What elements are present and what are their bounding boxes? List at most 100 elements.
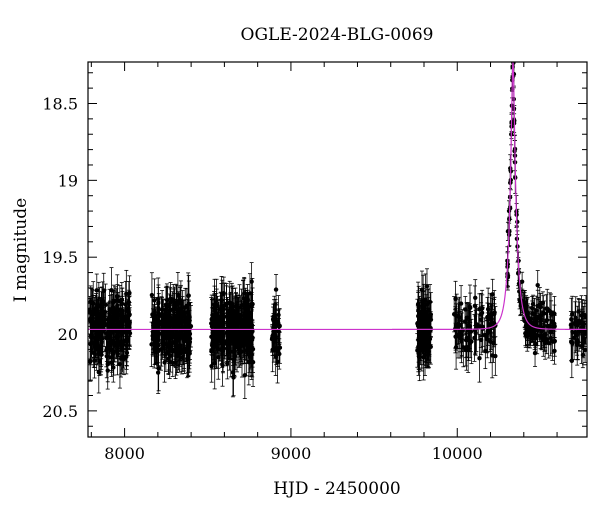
data-point [227, 328, 232, 333]
data-point [161, 329, 166, 334]
data-point [164, 297, 170, 303]
data-point [231, 357, 237, 363]
data-point [99, 340, 104, 345]
data-point [459, 332, 464, 338]
data-point [249, 279, 254, 284]
y-axis-label: I magnitude [11, 198, 31, 302]
data-point [110, 351, 116, 356]
data-point [478, 317, 484, 322]
data-point [174, 350, 179, 355]
data-point [109, 288, 114, 293]
data-point [466, 338, 471, 343]
data-point [535, 303, 540, 309]
data-point [150, 336, 156, 342]
data-point [186, 301, 192, 306]
data-point [485, 328, 491, 333]
data-point [166, 349, 171, 355]
data-point [100, 298, 105, 304]
y-tick-label: 19.5 [42, 248, 78, 267]
data-point [579, 313, 584, 318]
data-point [101, 313, 106, 318]
data-point [109, 355, 114, 360]
data-point [180, 310, 186, 315]
data-point [538, 318, 543, 323]
data-point [121, 329, 127, 334]
data-point [478, 337, 484, 343]
data-point [491, 340, 496, 345]
data-point [98, 334, 104, 339]
data-point [479, 312, 484, 317]
data-point [237, 350, 243, 355]
data-point [245, 297, 250, 302]
data-point [474, 322, 479, 327]
data-point [95, 315, 101, 320]
data-point [458, 301, 464, 306]
data-point [160, 340, 165, 346]
data-point [163, 321, 169, 326]
data-point [538, 313, 544, 319]
data-point [171, 320, 176, 326]
data-point [490, 311, 495, 317]
data-point [118, 313, 123, 318]
data-point [124, 346, 129, 352]
data-point [542, 332, 548, 337]
data-point [107, 307, 113, 312]
data-point [244, 348, 249, 353]
data-point [540, 300, 546, 306]
data-point [168, 353, 173, 358]
data-point [124, 343, 129, 348]
data-point [172, 307, 177, 312]
data-point [467, 323, 473, 329]
data-point [186, 314, 192, 320]
data-point [549, 339, 555, 344]
data-point [483, 348, 488, 354]
data-point [184, 356, 190, 361]
data-point [276, 329, 282, 334]
data-point [526, 327, 532, 332]
data-point [175, 292, 181, 297]
data-point [209, 349, 214, 354]
data-point [117, 319, 123, 324]
data-point [92, 358, 97, 363]
data-point [571, 335, 577, 341]
data-point [126, 306, 131, 311]
data-point [270, 335, 275, 341]
data-point [453, 345, 459, 350]
data-point [568, 339, 574, 345]
data-point [165, 324, 171, 330]
data-point [579, 343, 584, 349]
data-point [216, 320, 221, 325]
data-point [428, 328, 433, 333]
data-point [220, 363, 225, 368]
data-point [174, 329, 180, 334]
data-point [548, 335, 553, 341]
data-point [160, 334, 165, 339]
data-point [185, 293, 191, 298]
data-point [273, 335, 278, 341]
data-point [111, 317, 117, 323]
data-point [485, 314, 490, 320]
data-point [241, 295, 246, 301]
data-point [535, 282, 540, 288]
x-axis-label: HJD - 2450000 [273, 479, 401, 499]
data-point [117, 361, 123, 367]
data-point [156, 305, 161, 311]
data-point [119, 322, 125, 328]
data-point [415, 301, 421, 307]
data-point [424, 284, 430, 289]
data-point [227, 300, 232, 305]
data-point [419, 348, 425, 353]
data-point [156, 300, 161, 306]
data-point [99, 304, 105, 310]
data-point [216, 347, 221, 352]
data-point [542, 340, 548, 346]
x-tick-label: 10000 [432, 444, 483, 463]
data-point [244, 333, 250, 338]
data-point [209, 343, 215, 348]
data-point [243, 321, 248, 327]
data-point [248, 343, 253, 348]
data-point [576, 309, 581, 314]
data-point [226, 323, 231, 328]
data-point [462, 319, 468, 324]
data-point [115, 351, 120, 357]
